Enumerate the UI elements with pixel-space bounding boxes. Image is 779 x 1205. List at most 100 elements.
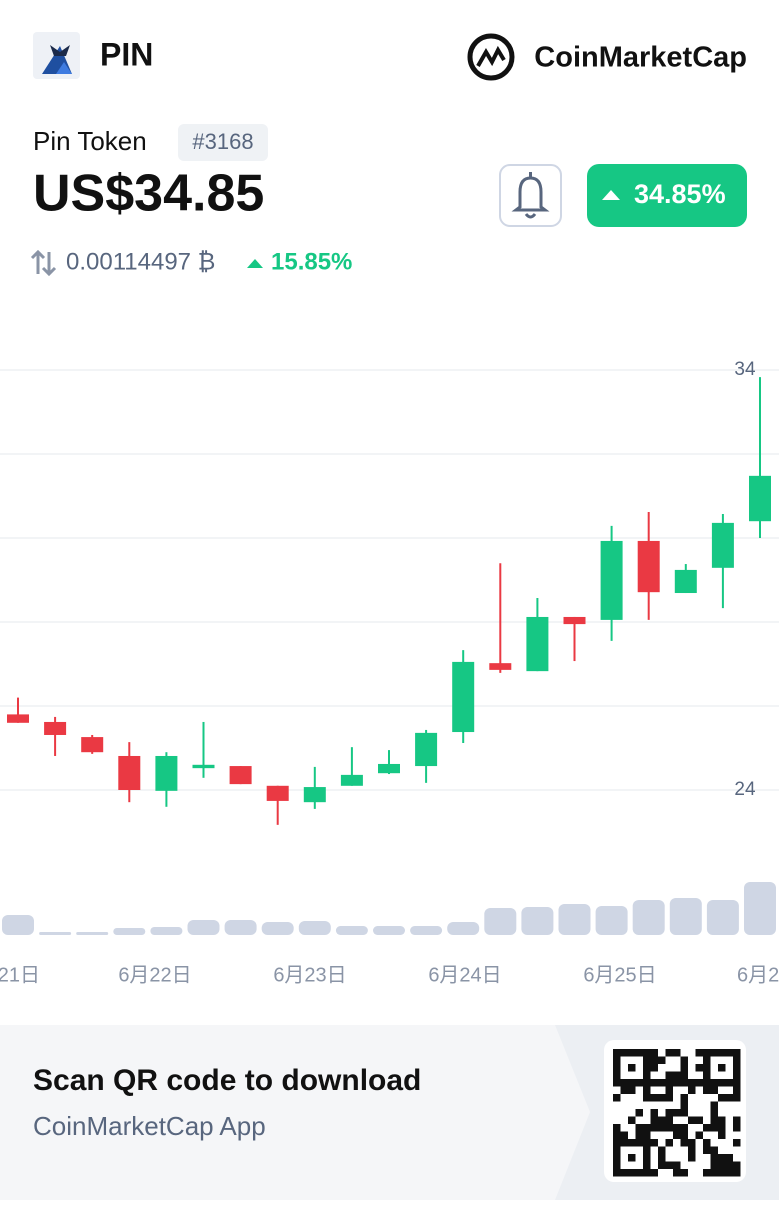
qr-cell [680, 1101, 688, 1109]
candle-body [303, 787, 326, 803]
qr-cell [628, 1079, 636, 1087]
qr-cell [703, 1056, 711, 1064]
qr-cell [733, 1116, 741, 1124]
qr-cell [733, 1079, 741, 1087]
volume-bar [373, 926, 405, 935]
usd-price: US$34.85 [33, 165, 264, 223]
token-logo [33, 32, 80, 79]
qr-cell [613, 1056, 621, 1064]
qr-cell [710, 1154, 718, 1162]
qr-cell [665, 1071, 673, 1079]
qr-cell [688, 1154, 696, 1162]
qr-cell [695, 1131, 703, 1139]
qr-cell [613, 1131, 621, 1139]
alert-button[interactable] [499, 164, 562, 227]
y-tick-label: 34 [734, 359, 756, 380]
qr-cell [718, 1049, 726, 1057]
candle-body [674, 569, 697, 594]
brand-logo[interactable] [467, 33, 515, 81]
qr-code[interactable] [604, 1040, 746, 1182]
candle-body [600, 540, 623, 620]
qr-cell [613, 1064, 621, 1072]
rank-badge [178, 124, 268, 161]
token-symbol: PIN [100, 36, 153, 72]
candle-body [415, 732, 438, 767]
candle-body [44, 721, 67, 735]
qr-cell [650, 1109, 658, 1117]
qr-cell [613, 1139, 621, 1147]
qr-cell [658, 1161, 666, 1169]
qr-cell [673, 1161, 681, 1169]
qr-cell [725, 1169, 733, 1177]
qr-cell [643, 1146, 651, 1154]
qr-cell [673, 1049, 681, 1057]
qr-cell [710, 1079, 718, 1087]
qr-cell [658, 1154, 666, 1162]
qr-cell [628, 1064, 636, 1072]
qr-cell [665, 1124, 673, 1132]
x-tick-label: 21日 [0, 964, 40, 986]
qr-cell [703, 1071, 711, 1079]
candle-body [378, 763, 400, 774]
qr-cell [710, 1169, 718, 1177]
footer-title: Scan QR code to download [33, 1064, 421, 1097]
qr-cell [650, 1049, 658, 1057]
y-tick-label: 24 [734, 779, 756, 800]
candle-body [266, 785, 289, 801]
qr-cell [673, 1124, 681, 1132]
qr-cell [620, 1086, 628, 1094]
volume-bar [521, 907, 554, 935]
volume-bar [595, 906, 628, 935]
candle-body [229, 766, 252, 785]
qr-cell [628, 1169, 636, 1177]
qr-cell [650, 1079, 658, 1087]
qr-cell [635, 1109, 643, 1117]
qr-cell [650, 1064, 658, 1072]
qr-cell [680, 1064, 688, 1072]
qr-cell [733, 1086, 741, 1094]
volume-bar [558, 904, 591, 935]
qr-cell [658, 1079, 666, 1087]
qr-cell [658, 1056, 666, 1064]
qr-cell [643, 1131, 651, 1139]
qr-cell [688, 1116, 696, 1124]
qr-cell [680, 1139, 688, 1147]
volume-bar [410, 926, 443, 935]
qr-cell [613, 1124, 621, 1132]
qr-cell [703, 1146, 711, 1154]
qr-cell [733, 1049, 741, 1057]
volume-bar [298, 921, 331, 935]
qr-cell [680, 1169, 688, 1177]
qr-cell [650, 1094, 658, 1102]
qr-cell [665, 1116, 673, 1124]
up-arrow [247, 259, 263, 268]
qr-cell [658, 1124, 666, 1132]
qr-cell [643, 1079, 651, 1087]
qr-cell [710, 1109, 718, 1117]
volume-bar [706, 900, 739, 935]
x-tick-label: 6月22日 [118, 964, 191, 986]
qr-cell [703, 1049, 711, 1057]
qr-cell [673, 1079, 681, 1087]
volume-bar [669, 898, 702, 935]
change-pill[interactable] [587, 164, 747, 227]
volume-bar [261, 922, 294, 935]
volume-bar [39, 932, 72, 935]
qr-cell [710, 1116, 718, 1124]
btc-change: 15.85% [271, 248, 352, 275]
qr-cell [680, 1056, 688, 1064]
qr-cell [725, 1094, 733, 1102]
change-24h: 34.85% [634, 179, 726, 209]
rank: #3168 [192, 129, 253, 154]
qr-cell [628, 1154, 636, 1162]
volume-bar [744, 882, 776, 935]
qr-cell [695, 1049, 703, 1057]
qr-cell [725, 1049, 733, 1057]
qr-cell [613, 1094, 621, 1102]
qr-cell [733, 1094, 741, 1102]
qr-cell [710, 1086, 718, 1094]
candle-body [637, 540, 660, 593]
candle-body [155, 755, 178, 791]
qr-cell [725, 1079, 733, 1087]
